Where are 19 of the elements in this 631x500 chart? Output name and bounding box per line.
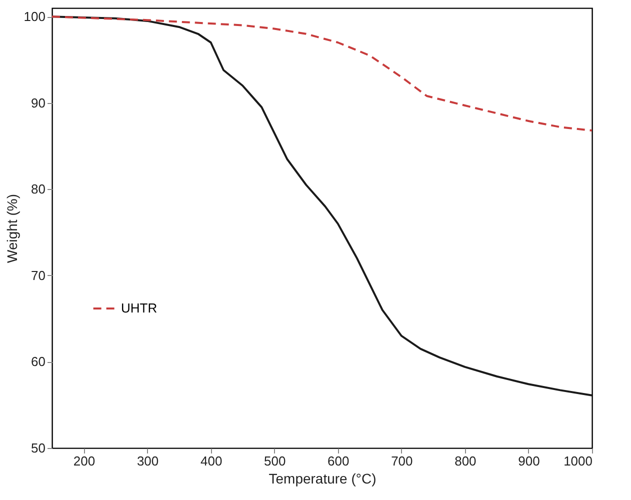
x-tick-label: 500	[264, 454, 286, 468]
x-tick-label: 300	[136, 454, 159, 468]
x-tick-label: 600	[328, 454, 350, 468]
x-tick-label: 400	[200, 454, 222, 468]
x-tick-label: 800	[454, 454, 476, 468]
x-tick-label: 900	[518, 454, 540, 468]
y-tick-label: 50	[31, 440, 46, 456]
y-tick-label: 60	[31, 354, 46, 370]
y-tick-label: 100	[24, 9, 46, 24]
x-axis-title: Temperature (°C)	[268, 470, 376, 486]
line-series	[51, 16, 593, 132]
y-tick-label: 70	[31, 268, 46, 283]
x-tick-label: 200	[73, 454, 96, 468]
legend-label: UHTR	[121, 300, 158, 316]
x-tick-label: 1000	[564, 454, 592, 468]
y-tick-label: 80	[31, 182, 46, 197]
y-axis-title: Weight (%)	[4, 194, 20, 263]
x-tick-label: 700	[391, 454, 413, 468]
y-tick-label: 90	[31, 95, 46, 110]
